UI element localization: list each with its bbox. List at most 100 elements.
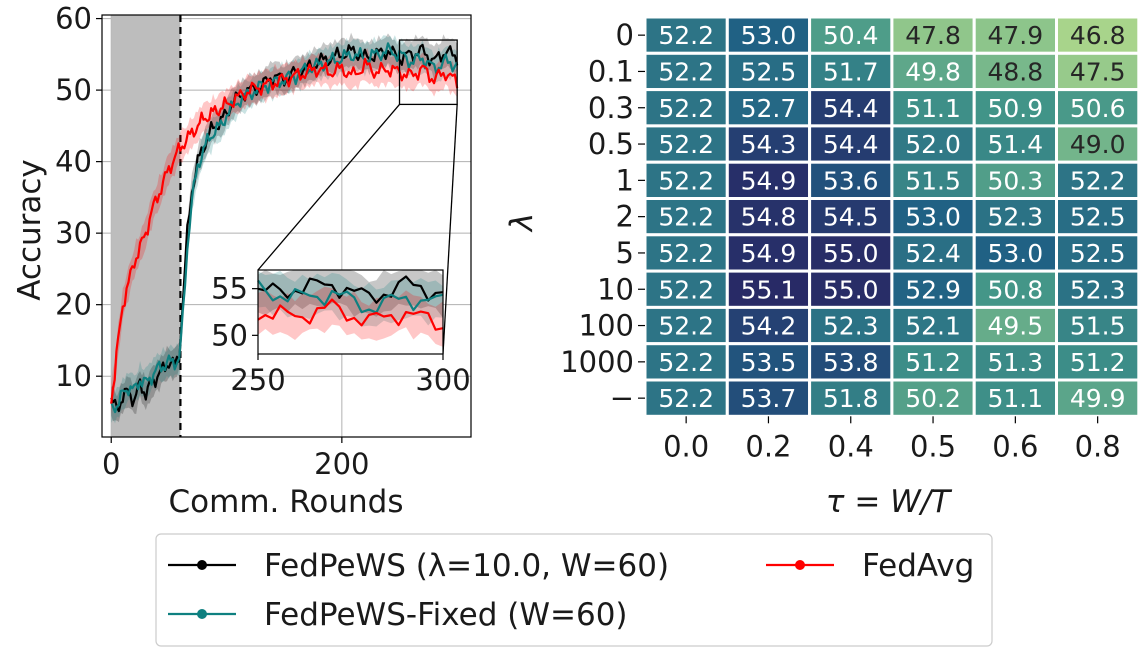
series-line xyxy=(257,275,444,304)
heatmap-cell-value: 50.4 xyxy=(823,21,879,50)
legend-marker xyxy=(197,609,207,619)
legend-box xyxy=(155,533,993,647)
heatmap-cell xyxy=(725,197,812,237)
heatmap-cell xyxy=(890,51,976,92)
heatmap-cell-value: 52.2 xyxy=(658,312,714,341)
y-tick-label: 20 xyxy=(55,288,92,322)
heatmap-x-label: τ = W/T xyxy=(826,484,952,520)
heatmap-cell-value: 51.5 xyxy=(1070,312,1126,341)
legend-marker xyxy=(197,560,207,570)
heatmap-cell xyxy=(972,269,1059,309)
line-chart-y-ticks: 10 20 30 40 50 60 xyxy=(55,2,102,393)
y-tick-label: 40 xyxy=(55,145,92,179)
line-chart-series xyxy=(110,42,459,414)
heatmap-cell xyxy=(1055,15,1141,55)
heatmap-cell-value: 49.0 xyxy=(1070,130,1126,159)
heatmap-cell xyxy=(1055,269,1141,309)
heatmap-cell-value: 51.7 xyxy=(823,57,879,86)
heatmap-cell-value: 54.4 xyxy=(823,94,879,123)
series-band xyxy=(111,47,458,416)
heatmap-cell-value: 50.6 xyxy=(1070,94,1126,123)
heatmap-cell-value: 55.0 xyxy=(823,239,879,268)
heatmap-cell-value: 53.0 xyxy=(741,21,797,50)
line-chart-frame xyxy=(101,14,472,438)
heatmap-cell-value: 51.1 xyxy=(905,94,961,123)
heatmap-cell-value: 52.2 xyxy=(658,166,714,195)
heatmap-cell xyxy=(1055,124,1141,164)
legend-label: FedAvg xyxy=(862,548,974,584)
heatmap-cell-value: 52.2 xyxy=(658,203,714,232)
heatmap-cell-value: 52.5 xyxy=(1070,239,1126,268)
heatmap-cell-value: 51.5 xyxy=(905,166,961,195)
heatmap-cell-value: 53.0 xyxy=(905,203,961,232)
heatmap-cell xyxy=(808,269,894,309)
series-line xyxy=(110,42,459,414)
heatmap-cell xyxy=(972,342,1059,382)
heatmap-cell-value: 51.2 xyxy=(905,348,961,377)
heatmap-cell xyxy=(643,124,729,164)
heatmap-y-tick-label: 1000 xyxy=(560,345,634,379)
heatmap-cell-value: 51.3 xyxy=(988,348,1044,377)
heatmap-cell xyxy=(808,305,894,346)
heatmap-cell-value: 52.2 xyxy=(658,239,714,268)
heatmap-y-tick-label: 0.3 xyxy=(588,91,634,125)
heatmap-cell-value: 48.8 xyxy=(988,57,1044,86)
heatmap-cell-value: 52.0 xyxy=(905,130,961,159)
heatmap-cell xyxy=(725,51,812,92)
series-line xyxy=(110,57,459,404)
heatmap-cell xyxy=(1055,378,1141,418)
heatmap-cell xyxy=(808,15,894,55)
heatmap-cell-value: 52.2 xyxy=(658,130,714,159)
heatmap-cell-value: 53.8 xyxy=(823,348,879,377)
heatmap-cell-value: 52.5 xyxy=(741,57,797,86)
heatmap-x-tick-label: 0.6 xyxy=(992,429,1038,463)
heatmap-cell-value: 49.5 xyxy=(988,312,1044,341)
heatmap-x-tick-label: 0.5 xyxy=(910,429,956,463)
inset-series xyxy=(257,275,444,331)
heatmap-cell-value: 54.8 xyxy=(741,203,797,232)
inset-y-tick-label: 50 xyxy=(211,318,248,352)
heatmap-cell xyxy=(725,15,812,55)
heatmap-cell xyxy=(972,15,1059,55)
heatmap-cell-value: 52.2 xyxy=(658,57,714,86)
heatmap-cell-value: 50.8 xyxy=(988,275,1044,304)
inset-ticks: 250 300 50 55 xyxy=(211,272,471,397)
heatmap-cell xyxy=(725,88,812,128)
heatmap-cell-value: 54.3 xyxy=(741,130,797,159)
legend-marker xyxy=(795,560,805,570)
heatmap-cell-value: 47.8 xyxy=(905,21,961,50)
heatmap-cell-value: 52.5 xyxy=(1070,203,1126,232)
series-line xyxy=(257,298,444,331)
heatmap-cell xyxy=(808,88,894,128)
inset-y-tick-label: 55 xyxy=(211,272,248,306)
heatmap-cell-value: 54.9 xyxy=(741,239,797,268)
heatmap-cell-value: 50.9 xyxy=(988,94,1044,123)
lambda-tau-heatmap: 52.2 53.0 50.4 47.8 47.9 46.852.2 52.5 51.7 49.8… xyxy=(504,15,1141,520)
heatmap-x-ticks: 0.0 0.2 0.4 0.5 0.6 0.8 xyxy=(663,416,1121,463)
inset-frame xyxy=(257,269,444,355)
heatmap-y-tick-label: 1 xyxy=(616,163,634,197)
heatmap-cell-value: 52.3 xyxy=(1070,275,1126,304)
heatmap-cells: 52.2 53.0 50.4 47.8 47.9 46.8 52.2 52.5 51.7 49.8… xyxy=(643,15,1141,418)
heatmap-cell xyxy=(890,197,976,237)
heatmap-cell xyxy=(890,305,976,346)
heatmap-cell-value: 52.2 xyxy=(658,94,714,123)
y-tick-label: 30 xyxy=(55,216,92,250)
heatmap-y-tick-label: 0.1 xyxy=(588,54,634,88)
heatmap-y-tick-label: 0.5 xyxy=(588,127,634,161)
zoom-region-box xyxy=(398,39,458,106)
y-tick-label: 60 xyxy=(55,2,92,36)
inset-x-tick-label: 300 xyxy=(415,363,470,397)
zoom-connector-line xyxy=(442,104,458,355)
heatmap-cell-value: 54.5 xyxy=(823,203,879,232)
heatmap-cell xyxy=(972,305,1059,346)
heatmap-cell-value: 52.7 xyxy=(741,94,797,123)
heatmap-cell-value: 47.9 xyxy=(988,21,1044,50)
legend-label: FedPeWS-Fixed (W=60) xyxy=(264,597,628,633)
heatmap-cell-value: 50.3 xyxy=(988,166,1044,195)
series-band xyxy=(111,35,458,424)
heatmap-cell-value: 53.7 xyxy=(741,384,797,413)
